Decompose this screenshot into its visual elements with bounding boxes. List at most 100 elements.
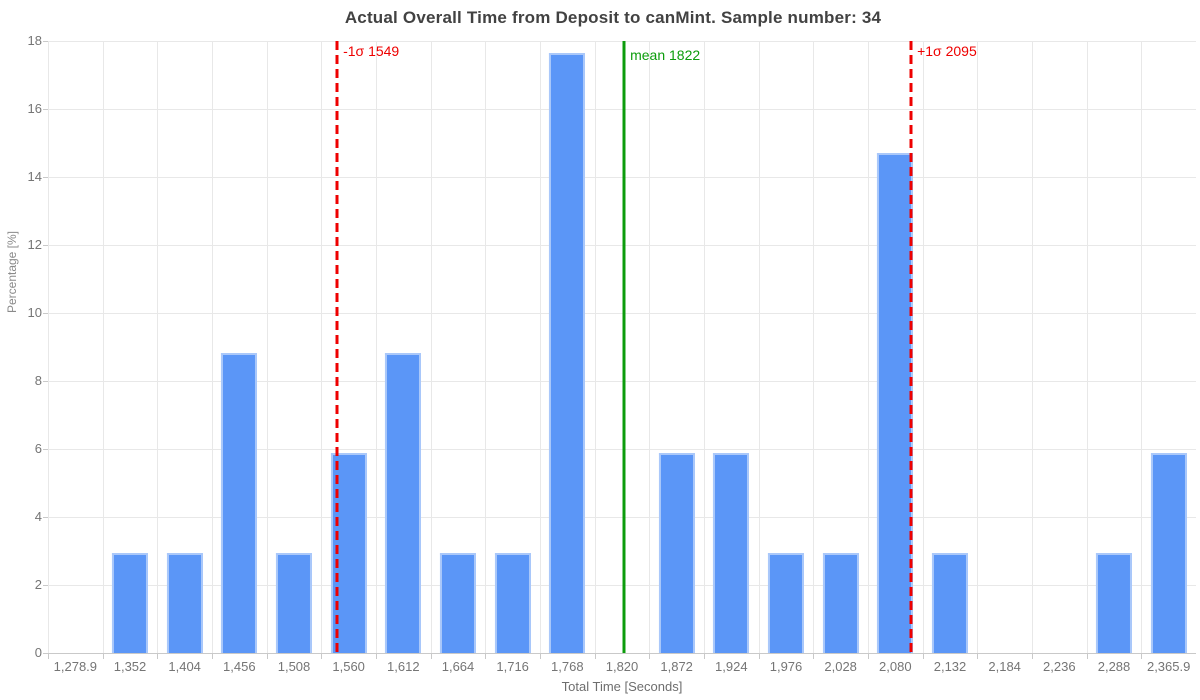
y-tick-mark xyxy=(43,109,48,110)
x-tick-mark xyxy=(540,654,541,659)
bar-2080 xyxy=(877,152,914,653)
x-tick-label: 2,236 xyxy=(1043,659,1076,674)
y-tick-mark xyxy=(43,517,48,518)
x-tick-label: 1,716 xyxy=(496,659,529,674)
y-tick-label: 12 xyxy=(27,237,42,252)
v-grid-line xyxy=(922,41,924,653)
x-tick-label: 2,288 xyxy=(1097,659,1131,674)
y-tick-mark xyxy=(43,41,48,42)
x-tick-label: 1,612 xyxy=(387,659,420,674)
x-tick-mark xyxy=(649,654,651,659)
y-tick-label: 6 xyxy=(34,441,42,456)
sigma-line-label: -1σ 1549 xyxy=(343,43,400,59)
bar-2028 xyxy=(822,553,859,653)
x-tick-label: 1,404 xyxy=(168,659,201,674)
h-grid-line xyxy=(48,108,1196,110)
x-tick-mark xyxy=(1086,654,1088,659)
h-grid-line xyxy=(48,176,1196,178)
x-tick-mark xyxy=(704,654,705,659)
v-grid-line xyxy=(321,41,323,653)
x-axis: 1,278.9 1,352 1,404 1,456 1,508 1,560 1,612 1,6… xyxy=(48,659,1196,675)
v-grid-line xyxy=(758,41,760,653)
x-tick-label: 2,132 xyxy=(933,659,967,674)
x-tick-label: 2,365.9 xyxy=(1146,659,1191,674)
y-tick-label: 4 xyxy=(34,509,42,524)
bar-23659 xyxy=(1150,453,1187,653)
h-grid-line xyxy=(48,312,1196,314)
v-grid-line xyxy=(102,41,104,653)
h-grid-line xyxy=(48,584,1196,586)
x-tick-mark xyxy=(321,654,323,659)
bar-1404 xyxy=(166,553,203,653)
bar-1612 xyxy=(385,353,422,653)
v-grid-line xyxy=(704,41,705,653)
y-tick-label: 10 xyxy=(27,305,42,320)
v-grid-line xyxy=(813,41,815,653)
bar-1508 xyxy=(275,553,313,653)
y-tick-label: 16 xyxy=(27,101,42,116)
x-tick-label: 2,080 xyxy=(879,659,912,674)
sigma-line xyxy=(909,41,913,653)
bar-1768 xyxy=(549,52,586,653)
y-tick-label: 2 xyxy=(34,577,42,592)
v-grid-line xyxy=(1086,41,1088,653)
x-tick-mark xyxy=(430,654,432,659)
v-grid-line xyxy=(376,41,377,653)
v-grid-line xyxy=(48,41,49,653)
y-tick-mark xyxy=(43,177,48,178)
x-tick-label: 1,924 xyxy=(715,659,748,674)
x-tick-label: 1,560 xyxy=(332,659,365,674)
mean-line xyxy=(622,41,626,653)
v-grid-line xyxy=(649,41,651,653)
mean-line-label: mean 1822 xyxy=(630,47,701,63)
v-grid-line xyxy=(212,41,213,653)
x-tick-label: 1,456 xyxy=(223,659,256,674)
v-grid-line xyxy=(485,41,487,653)
y-tick-label: 14 xyxy=(27,169,42,184)
x-tick-mark xyxy=(485,654,487,659)
bar-2288 xyxy=(1095,553,1133,653)
y-tick-mark xyxy=(43,381,48,382)
y-tick-mark xyxy=(43,585,48,586)
plot-area: -1σ 1549 mean 1822 +1σ 2095 xyxy=(43,40,1196,659)
y-tick-label: 8 xyxy=(34,373,42,388)
v-grid-line xyxy=(540,41,541,653)
x-tick-label: 1,278.9 xyxy=(53,659,98,674)
x-tick-label: 1,976 xyxy=(769,659,803,674)
x-tick-mark xyxy=(813,654,815,659)
h-grid-line xyxy=(48,516,1196,518)
x-tick-mark xyxy=(594,654,596,659)
bar-1664 xyxy=(439,553,477,653)
bar-1456 xyxy=(221,353,258,653)
h-grid-line xyxy=(48,380,1196,382)
x-tick-label: 1,820 xyxy=(605,659,639,674)
x-tick-mark xyxy=(48,654,49,659)
x-tick-label: 1,872 xyxy=(660,659,693,674)
v-grid-line xyxy=(868,41,869,653)
y-tick-mark xyxy=(43,313,48,314)
x-tick-label: 1,664 xyxy=(441,659,475,674)
y-tick-label: 0 xyxy=(34,645,42,660)
x-tick-mark xyxy=(212,654,213,659)
x-tick-mark xyxy=(266,654,268,659)
x-tick-mark xyxy=(376,654,377,659)
bar-1352 xyxy=(111,553,149,653)
x-tick-mark xyxy=(1032,654,1033,659)
h-grid-line xyxy=(48,244,1196,246)
x-tick-mark xyxy=(758,654,760,659)
x-tick-mark xyxy=(868,654,869,659)
v-grid-line xyxy=(1141,41,1143,653)
v-grid-line xyxy=(157,41,159,653)
v-grid-line xyxy=(977,41,979,653)
x-tick-label: 2,028 xyxy=(824,659,857,674)
bar-1924 xyxy=(713,453,750,653)
y-tick-label: 18 xyxy=(27,33,42,48)
sigma-line xyxy=(335,41,339,653)
x-tick-label: 2,184 xyxy=(988,659,1021,674)
v-grid-line xyxy=(266,41,268,653)
v-grid-line xyxy=(594,41,596,653)
x-tick-label: 1,768 xyxy=(551,659,584,674)
y-tick-mark xyxy=(43,245,48,246)
x-tick-mark xyxy=(922,654,924,659)
